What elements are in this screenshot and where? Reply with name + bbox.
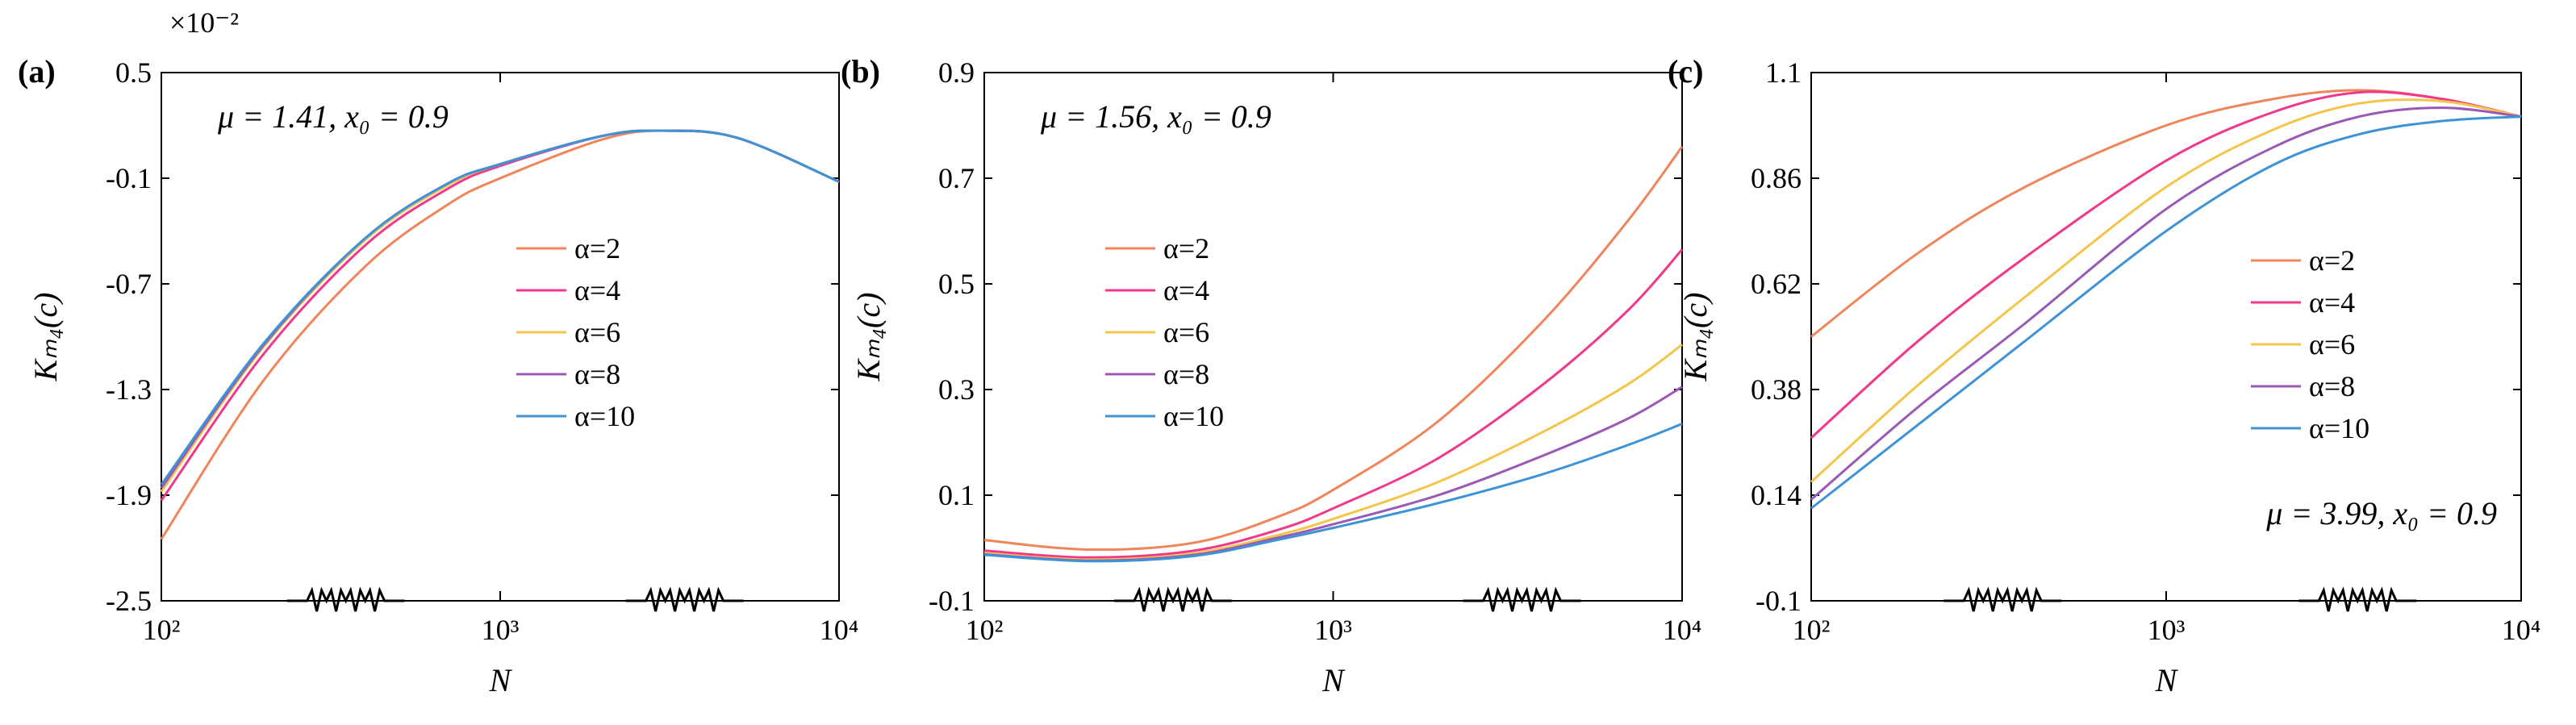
series-line-alpha-4 xyxy=(1810,90,2522,440)
parameter-annotation: μ = 1.56, x₀ = 0.9 xyxy=(1040,98,1271,135)
series-line-alpha-8 xyxy=(160,129,840,490)
legend-label: α=10 xyxy=(574,400,635,432)
panel-label: (b) xyxy=(841,53,880,90)
plot-frame xyxy=(983,72,1683,602)
legend-label: α=8 xyxy=(574,358,620,390)
legend-label: α=6 xyxy=(1163,316,1209,348)
panel-label: (a) xyxy=(18,53,56,90)
legend-label: α=8 xyxy=(2309,370,2355,402)
series-line-alpha-2 xyxy=(160,129,840,540)
axis-break-marker xyxy=(286,586,405,612)
legend: α=2 α=4 α=6 α=8 α=10 xyxy=(2251,244,2369,444)
parameter-annotation: μ = 3.99, x₀ = 0.9 xyxy=(2265,495,2497,531)
series-line-alpha-10 xyxy=(983,423,1683,563)
legend: α=2 α=4 α=6 α=8 α=10 xyxy=(516,232,635,432)
y-tick-label: 0.14 xyxy=(1751,479,1802,511)
legend-label: α=10 xyxy=(2309,412,2369,444)
y-tick-label: -0.1 xyxy=(1756,585,1802,617)
series-line-alpha-2 xyxy=(983,145,1684,552)
series-line-alpha-2 xyxy=(1810,89,2522,338)
x-tick-label: 10⁴ xyxy=(820,614,859,646)
y-tick-label: 0.38 xyxy=(1751,373,1802,406)
y-tick-label: 1.1 xyxy=(1765,56,1802,89)
legend-label: α=10 xyxy=(1163,400,1224,432)
axis-break-marker xyxy=(1943,586,2062,612)
axis-break-marker xyxy=(625,586,744,612)
legend: α=2 α=4 α=6 α=8 α=10 xyxy=(1105,232,1224,432)
legend-label: α=4 xyxy=(1163,274,1209,306)
x-tick-label: 10⁴ xyxy=(2502,614,2541,646)
y-axis-label: Kₘ₄(c) xyxy=(1677,293,1714,382)
x-tick-label: 10² xyxy=(1793,614,1831,646)
y-axis-label: Kₘ₄(c) xyxy=(27,293,64,382)
x-tick-label: 10² xyxy=(143,614,181,646)
series-line-alpha-10 xyxy=(160,129,840,485)
axis-break-marker xyxy=(1463,586,1581,612)
legend-label: α=2 xyxy=(1163,232,1209,265)
y-tick-label: -0.1 xyxy=(106,162,152,194)
x-tick-label: 10³ xyxy=(1314,614,1352,646)
series-line-alpha-4 xyxy=(983,248,1684,559)
x-axis-label: N xyxy=(1321,662,1346,698)
y-scale-multiplier: ×10⁻² xyxy=(169,6,239,39)
series-line-alpha-4 xyxy=(160,129,840,502)
y-tick-label: 0.9 xyxy=(938,56,975,89)
y-tick-label: -2.5 xyxy=(106,585,152,617)
y-tick-label: -1.9 xyxy=(106,479,152,511)
x-tick-label: 10³ xyxy=(482,614,520,646)
legend-label: α=6 xyxy=(574,316,620,348)
panel-label: (c) xyxy=(1668,53,1703,90)
legend-label: α=4 xyxy=(2309,286,2355,319)
y-tick-label: 0.5 xyxy=(938,268,975,300)
x-tick-label: 10³ xyxy=(2148,614,2186,646)
y-axis-label: Kₘ₄(c) xyxy=(850,293,887,382)
legend-label: α=8 xyxy=(1163,358,1209,390)
series-line-alpha-10 xyxy=(1810,115,2522,510)
axis-break-marker xyxy=(2298,586,2417,612)
legend-label: α=2 xyxy=(2309,244,2355,277)
x-tick-label: 10² xyxy=(966,614,1004,646)
plot-frame xyxy=(161,72,840,602)
legend-label: α=6 xyxy=(2309,328,2355,360)
y-tick-label: 0.86 xyxy=(1751,162,1802,194)
y-tick-label: -0.1 xyxy=(929,585,975,617)
y-tick-label: -1.3 xyxy=(106,373,152,406)
legend-label: α=4 xyxy=(574,274,620,306)
y-tick-label: 0.7 xyxy=(938,162,975,194)
parameter-annotation: μ = 1.41, x₀ = 0.9 xyxy=(217,98,449,135)
y-tick-label: 0.3 xyxy=(938,373,975,406)
series-line-alpha-6 xyxy=(1810,98,2522,483)
x-tick-label: 10⁴ xyxy=(1663,614,1702,646)
series-line-alpha-6 xyxy=(160,129,840,493)
y-tick-label: 0.5 xyxy=(115,56,152,89)
legend-label: α=2 xyxy=(574,232,620,265)
y-tick-label: -0.7 xyxy=(106,268,152,300)
y-tick-label: 0.62 xyxy=(1751,268,1802,300)
y-tick-label: 0.1 xyxy=(938,479,975,511)
series-line-alpha-8 xyxy=(1810,106,2522,501)
x-axis-label: N xyxy=(489,662,513,698)
x-axis-label: N xyxy=(2155,662,2179,698)
axis-break-marker xyxy=(1113,586,1232,612)
